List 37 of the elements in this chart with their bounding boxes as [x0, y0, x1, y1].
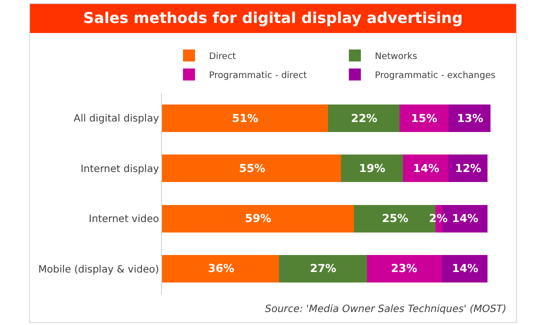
bar [442, 255, 488, 283]
legend-label: Programmatic - direct [209, 70, 308, 81]
data-label: 22% [351, 112, 378, 125]
y-tick-label: Internet video [88, 214, 159, 226]
chart-title: Sales methods for digital display advertising [30, 4, 516, 33]
data-label: 13% [457, 112, 484, 125]
data-label: 51% [232, 112, 258, 125]
data-label: 25% [382, 212, 408, 225]
y-tick-label: All digital display [74, 114, 160, 125]
data-label: 19% [359, 162, 386, 175]
data-label: 36% [208, 262, 234, 275]
bar [162, 255, 280, 283]
data-label: 55% [239, 162, 266, 175]
bar [279, 255, 368, 283]
data-label: 14% [452, 212, 478, 225]
bar [402, 154, 448, 182]
data-label: 59% [245, 212, 272, 225]
data-label: 14% [413, 162, 440, 175]
data-label: 12% [455, 162, 482, 175]
legend-label: Networks [374, 52, 418, 62]
legend-label: Programmatic - exchanges [374, 70, 496, 81]
bar [162, 154, 341, 182]
y-tick-label: Internet display [80, 164, 160, 175]
legend-label: Direct [209, 52, 236, 62]
bar [328, 104, 400, 132]
bar [162, 104, 328, 132]
bar [162, 204, 354, 232]
data-label: 2% [429, 212, 448, 225]
y-tick-label: Mobile (display & video) [38, 264, 160, 276]
bar [400, 104, 448, 132]
data-label: 23% [391, 262, 418, 275]
data-label: 14% [452, 262, 478, 275]
data-label: 15% [411, 112, 438, 125]
data-label: 27% [310, 262, 336, 275]
source-note: Source: 'Media Owner Sales Techniques' (MOST) [265, 304, 506, 315]
bar [341, 154, 403, 182]
bar [367, 255, 442, 283]
